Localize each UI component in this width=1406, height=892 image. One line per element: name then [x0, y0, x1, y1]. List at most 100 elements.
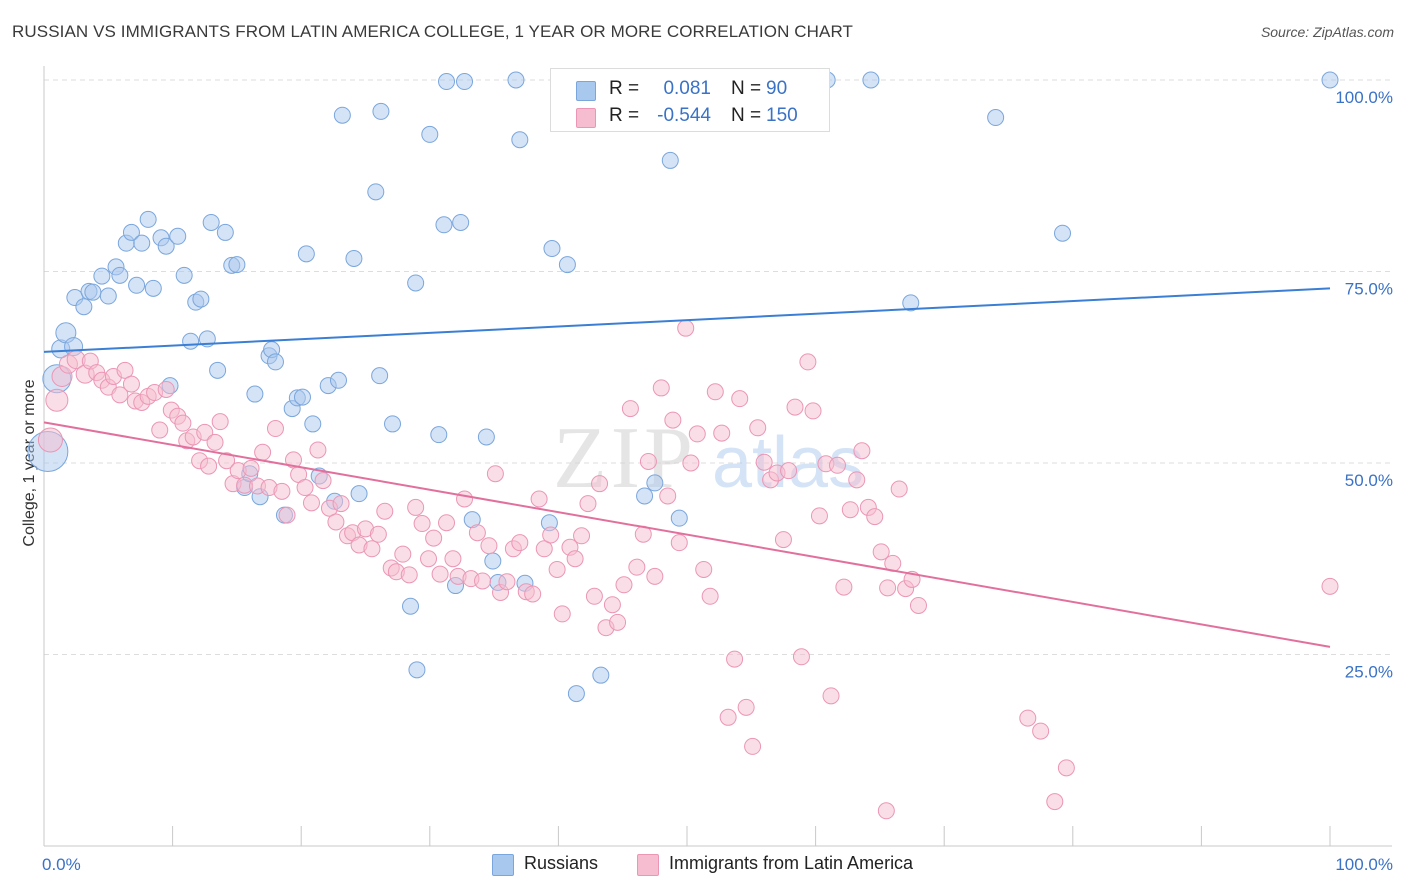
latin-point	[474, 572, 492, 590]
latin-point	[530, 490, 548, 508]
russians-point	[169, 227, 187, 245]
russians-point	[902, 294, 920, 312]
latin-point	[273, 482, 291, 500]
russians-point	[75, 298, 93, 316]
latin-point	[266, 420, 284, 438]
latin-point	[573, 527, 591, 545]
latin-point	[394, 545, 412, 563]
latin-point	[332, 495, 350, 513]
latin-point	[731, 390, 749, 408]
russians-point	[543, 240, 561, 258]
latin-point	[369, 525, 387, 543]
latin-point	[218, 452, 236, 470]
russians-point	[567, 685, 585, 703]
russians-point	[133, 234, 151, 252]
latin-point	[302, 494, 320, 512]
latin-point	[420, 550, 438, 568]
russians-point	[456, 73, 474, 91]
russians-point	[592, 666, 610, 684]
latin-point	[116, 361, 134, 379]
latin-point	[151, 421, 169, 439]
latin-point	[413, 515, 431, 533]
russians-point	[128, 276, 146, 294]
latin-point	[659, 487, 677, 505]
latin-point	[438, 514, 456, 532]
y-tick-label: 100.0%	[1335, 88, 1393, 107]
russians-point	[511, 131, 529, 149]
n-label: N =	[731, 78, 762, 99]
latin-point	[498, 573, 516, 591]
latin-point	[810, 507, 828, 525]
russians-legend-swatch	[492, 854, 514, 876]
latin-point	[879, 579, 897, 597]
latin-legend-label: Immigrants from Latin America	[669, 853, 914, 873]
latin-point	[548, 560, 566, 578]
latin-point	[866, 508, 884, 526]
latin-point	[1032, 722, 1050, 740]
latin-point	[848, 471, 866, 489]
series-legend: Russians Immigrants from Latin America	[0, 852, 1406, 878]
russians-point	[304, 415, 322, 433]
latin-n-value: 150	[766, 105, 798, 126]
latin-point	[157, 380, 175, 398]
latin-point	[609, 613, 627, 631]
latin-point	[652, 379, 670, 397]
russians-point	[293, 388, 311, 406]
latin-point	[688, 425, 706, 443]
russians-point	[202, 213, 220, 231]
russians-point	[987, 109, 1005, 127]
russians-point	[407, 274, 425, 292]
russians-legend-label: Russians	[524, 853, 599, 873]
russians-point	[435, 216, 453, 234]
russians-point	[93, 267, 111, 285]
russians-point	[246, 385, 264, 403]
latin-point	[1019, 709, 1037, 727]
r-label: R =	[609, 78, 640, 99]
latin-point	[646, 567, 664, 585]
russians-point	[408, 661, 426, 679]
latin-point	[682, 454, 700, 472]
russians-point	[345, 249, 363, 267]
latin-point	[853, 442, 871, 460]
russians-point	[175, 266, 193, 284]
latin-point	[877, 802, 895, 820]
latin-point	[677, 319, 695, 337]
latin-legend-swatch	[637, 854, 659, 876]
y-tick-label: 25.0%	[1345, 663, 1393, 682]
latin-point	[774, 531, 792, 549]
latin-r-value: -0.544	[657, 105, 711, 126]
latin-point	[786, 398, 804, 416]
latin-point	[376, 502, 394, 520]
russians-point	[452, 213, 470, 231]
latin-point	[737, 698, 755, 716]
latin-point	[480, 537, 498, 555]
latin-point	[909, 596, 927, 614]
russians-point	[192, 290, 210, 308]
latin-point	[719, 708, 737, 726]
latin-point	[670, 534, 688, 552]
latin-point	[363, 540, 381, 558]
russians-point	[507, 71, 525, 89]
latin-swatch	[576, 108, 596, 128]
latin-point	[835, 578, 853, 596]
latin-point	[314, 472, 332, 490]
latin-point	[1046, 793, 1064, 811]
russians-point	[438, 73, 456, 91]
russians-point	[122, 223, 140, 241]
latin-point	[278, 506, 296, 524]
russians-trend-line	[43, 287, 1331, 353]
latin-point	[1321, 577, 1339, 595]
russians-point	[350, 485, 368, 503]
russians-point	[84, 283, 102, 301]
latin-point	[713, 424, 731, 442]
latin-point	[200, 457, 218, 475]
latin-point	[206, 433, 224, 451]
latin-point	[585, 587, 603, 605]
russians-point	[144, 279, 162, 297]
latin-point	[603, 596, 621, 614]
chart-title: RUSSIAN VS IMMIGRANTS FROM LATIN AMERICA…	[12, 22, 854, 41]
latin-point	[309, 441, 327, 459]
latin-point	[872, 543, 890, 561]
latin-point	[591, 475, 609, 493]
russians-point	[157, 237, 175, 255]
